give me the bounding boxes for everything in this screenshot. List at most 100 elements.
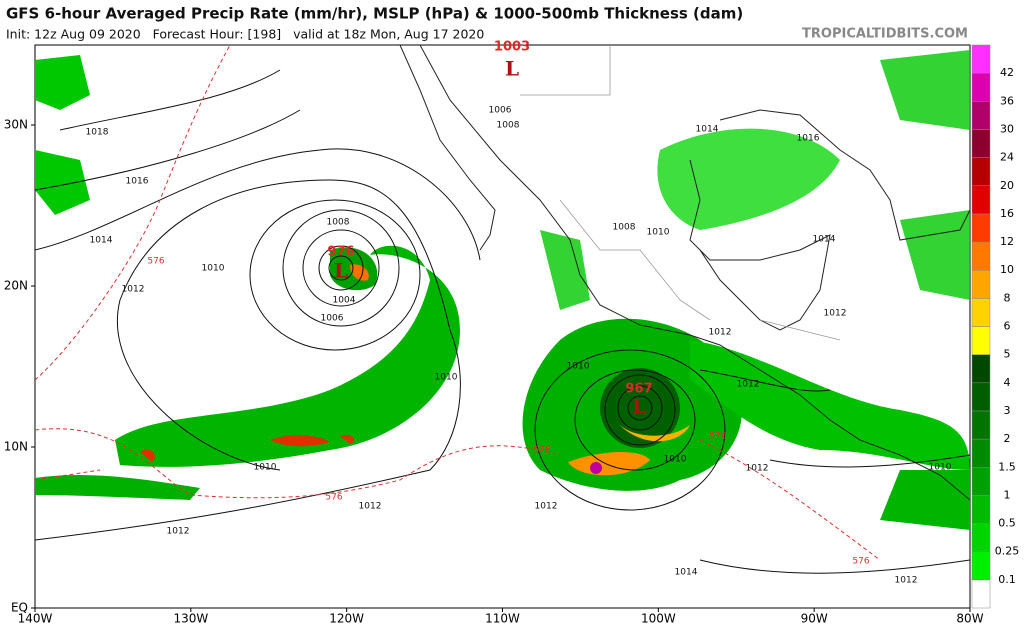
map xyxy=(34,44,971,609)
colorbar-cell xyxy=(971,129,991,158)
colorbar-label: 16 xyxy=(1000,207,1014,220)
isobar-label: 1014 xyxy=(696,125,719,135)
precip xyxy=(35,50,970,530)
colorbar-cell xyxy=(971,326,991,355)
colorbar-label: 5 xyxy=(1004,348,1011,361)
colorbar-cell xyxy=(971,354,991,384)
colorbar-label: 30 xyxy=(1000,122,1014,135)
colorbar-cell xyxy=(971,579,991,609)
colorbar-cell xyxy=(971,213,991,243)
colorbar-label: 20 xyxy=(1000,179,1014,192)
isobar-label: 1016 xyxy=(126,177,149,187)
colorbar-cell xyxy=(971,185,991,215)
colorbar-cell xyxy=(971,410,991,440)
lat-label: EQ xyxy=(11,601,28,615)
low-marker: L xyxy=(334,259,348,283)
isobar-label: 1008 xyxy=(613,223,636,233)
colorbar-cell xyxy=(971,467,991,496)
colorbar-cell xyxy=(971,101,991,130)
colorbar-label: 1.5 xyxy=(998,460,1016,473)
colorbar-label: 0.5 xyxy=(998,517,1016,530)
isobar-label: 1012 xyxy=(824,309,847,319)
colorbar-cell xyxy=(971,551,991,581)
coastline xyxy=(399,45,970,501)
colorbar-cell xyxy=(971,269,991,299)
thickness-label: 576 xyxy=(325,493,342,503)
isobar-label: 1014 xyxy=(813,235,836,245)
colorbar-cell xyxy=(971,382,991,412)
colorbar-label: 24 xyxy=(1000,151,1014,164)
labels: 140W 130W 120W 110W 100W 90W 80W EQ 10N 20N 30N 976… xyxy=(4,40,984,626)
thickness-label: 576 xyxy=(852,557,869,567)
isobar-label: 1018 xyxy=(86,128,109,138)
isobar-label: 1010 xyxy=(567,362,590,372)
isobar-label: 1006 xyxy=(489,106,512,116)
colorbar-label: 8 xyxy=(1004,291,1011,304)
colorbar-label: 36 xyxy=(1000,94,1014,107)
isobar-label: 1014 xyxy=(675,568,698,578)
map-frame xyxy=(34,44,971,609)
colorbar-label: 0.25 xyxy=(995,545,1020,558)
colorbar-label: 42 xyxy=(1000,66,1014,79)
isobar-label: 1014 xyxy=(90,236,113,246)
colorbar-cell xyxy=(971,241,991,271)
lat-label: 30N xyxy=(4,118,28,132)
colorbar-cell xyxy=(971,157,991,187)
thickness-label: 576 xyxy=(533,446,550,456)
subtitle: Init: 12z Aug 09 2020 Forecast Hour: [19… xyxy=(6,27,484,42)
low-marker: L xyxy=(632,395,646,419)
lon-label: 100W xyxy=(641,612,676,626)
lat-label: 20N xyxy=(4,279,28,293)
isobar-label: 1008 xyxy=(497,121,520,131)
low-pressure: 967 xyxy=(625,382,652,397)
lon-label: 130W xyxy=(173,612,208,626)
title: GFS 6-hour Averaged Precip Rate (mm/hr),… xyxy=(6,5,743,23)
low-pressure: 976 xyxy=(327,245,354,260)
colorbar-label: 12 xyxy=(1000,235,1014,248)
thickness-label: 576 xyxy=(709,432,726,442)
isobars xyxy=(35,69,970,574)
isobar-label: 1010 xyxy=(664,455,687,465)
colorbar-label: 10 xyxy=(1000,263,1014,276)
colorbar: 0.1 0.25 0.5 1 1.5 2 3 4 5 6 8 10 12 16 20 24 30 36 42 xyxy=(971,44,1020,609)
low-marker: L xyxy=(505,57,519,81)
border xyxy=(520,45,841,341)
colorbar-label: 4 xyxy=(1004,376,1011,389)
isobar-label: 1010 xyxy=(254,463,277,473)
colorbar-cell xyxy=(971,438,991,468)
isobar-label: 1010 xyxy=(202,264,225,274)
isobar-label: 1012 xyxy=(167,527,190,537)
coastline xyxy=(689,109,970,331)
colorbar-cell xyxy=(971,72,991,102)
isobar-label: 1012 xyxy=(709,328,732,338)
lon-label: 120W xyxy=(329,612,364,626)
isobar-label: 1010 xyxy=(647,228,670,238)
isobar-label: 1012 xyxy=(746,464,769,474)
isobar-label: 1010 xyxy=(929,463,952,473)
colorbar-cell xyxy=(971,523,991,552)
colorbar-cell xyxy=(971,44,991,74)
isobar-label: 1010 xyxy=(435,373,458,383)
isobar-label: 1008 xyxy=(327,218,350,228)
isobar-label: 1012 xyxy=(895,576,918,586)
isobar-label: 1004 xyxy=(333,296,356,306)
source: TROPICALTIDBITS.COM xyxy=(802,27,968,42)
lon-label: 140W xyxy=(18,612,53,626)
thickness-line xyxy=(35,45,881,561)
low-pressure: 1003 xyxy=(494,40,530,55)
colorbar-label: 0.1 xyxy=(998,573,1016,586)
lon-label: 90W xyxy=(801,612,828,626)
isobar-label: 1012 xyxy=(122,285,145,295)
isobar-label: 1016 xyxy=(797,134,820,144)
colorbar-label: 6 xyxy=(1004,320,1011,333)
isobar-label: 1012 xyxy=(535,502,558,512)
lat-label: 10N xyxy=(4,440,28,454)
isobar-label: 1012 xyxy=(737,380,760,390)
isobar-label: 1006 xyxy=(321,314,344,324)
colorbar-label: 2 xyxy=(1004,432,1011,445)
isobar-label: 1012 xyxy=(359,502,382,512)
colorbar-cell xyxy=(971,495,991,524)
lon-label: 110W xyxy=(485,612,520,626)
lon-label: 80W xyxy=(956,612,983,626)
